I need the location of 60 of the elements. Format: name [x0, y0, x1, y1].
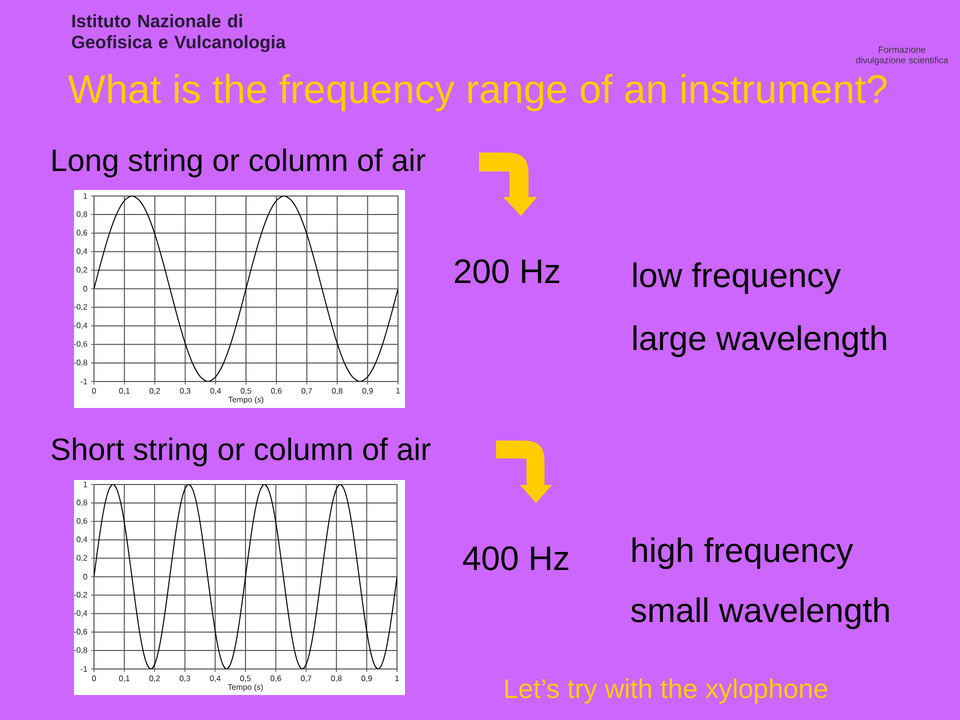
y-tick-label: -0,4 [74, 610, 88, 617]
text: large wavelength [634, 325, 886, 358]
y-tick-label: 0,2 [76, 554, 88, 562]
y-tick-label: -0,2 [74, 592, 88, 598]
y-tick-label: 0,4 [76, 536, 88, 544]
x-tick-label: 1 [396, 388, 400, 394]
y-tick-label: -1 [80, 378, 88, 384]
text: small wavelength [631, 597, 889, 630]
y-tick-label: 1 [84, 193, 88, 199]
x-axis-title: Tempo (s) [228, 684, 263, 692]
y-tick-label: -0,4 [74, 322, 88, 330]
chart-title: What is the frequency range of an instrument? [68, 74, 887, 112]
x-tick-label: 0,8 [331, 675, 342, 682]
x-tick-label: 0,8 [332, 388, 342, 395]
y-tick-label: 0 [83, 286, 88, 292]
x-tick-label: 0,9 [361, 675, 372, 682]
y-tick-label: 0,6 [76, 230, 88, 236]
y-tick-label: -0,2 [74, 304, 88, 311]
y-tick-label: -0,8 [74, 360, 88, 366]
x-tick-label: 0,1 [119, 675, 130, 682]
y-tick-label: 0,8 [76, 211, 88, 218]
text: 400 Hz [462, 546, 568, 570]
text: Istituto Nazionale di Geofisica e Vulcanologia [72, 14, 286, 52]
y-tick-label: 1 [84, 482, 88, 488]
x-tick-label: 0,4 [210, 388, 221, 395]
y-tick-label: 0 [83, 574, 88, 580]
y-tick-label: -1 [80, 666, 88, 672]
x-tick-label: 0,9 [362, 388, 373, 395]
x-axis-title: Tempo (s) [228, 396, 264, 404]
x-tick-label: 0,5 [240, 675, 251, 682]
x-tick-label: 1 [395, 676, 399, 682]
x-tick-label: 0,3 [180, 388, 190, 395]
y-tick-label: -0,8 [74, 647, 88, 654]
y-tick-label: 0,2 [76, 266, 88, 274]
text: high frequency [632, 537, 854, 570]
y-tick-label: 0,8 [76, 500, 88, 506]
text: Let’s try with the xylophone [505, 678, 828, 704]
x-tick-label: 0,3 [180, 675, 190, 682]
y-tick-label: -0,6 [74, 341, 88, 348]
text: Formazione divulgazione scientifica [856, 46, 948, 66]
x-tick-label: 0,7 [300, 675, 312, 682]
y-tick-label: 0,6 [76, 518, 88, 525]
x-tick-label: 0,1 [119, 388, 130, 395]
x-tick-label: 0 [92, 388, 96, 394]
text: 200 Hz [454, 259, 560, 284]
x-tick-label: 0,4 [210, 675, 221, 682]
x-tick-label: 0,5 [240, 388, 252, 395]
chart-subtitle: Long string or column of air [52, 148, 426, 178]
line-series [94, 196, 398, 382]
line-series [94, 484, 398, 669]
x-tick-label: 0,6 [270, 675, 282, 682]
x-tick-label: 0,2 [150, 388, 160, 395]
x-tick-label: 0,2 [149, 675, 160, 682]
x-tick-label: 0,7 [302, 388, 312, 395]
text: low frequency [634, 262, 841, 294]
x-tick-label: 0,6 [271, 388, 282, 395]
chart-title: Short string or column of air [52, 438, 430, 466]
y-tick-label: -0,6 [74, 628, 88, 636]
x-tick-label: 0 [92, 675, 96, 682]
y-tick-label: 0,4 [76, 248, 88, 255]
